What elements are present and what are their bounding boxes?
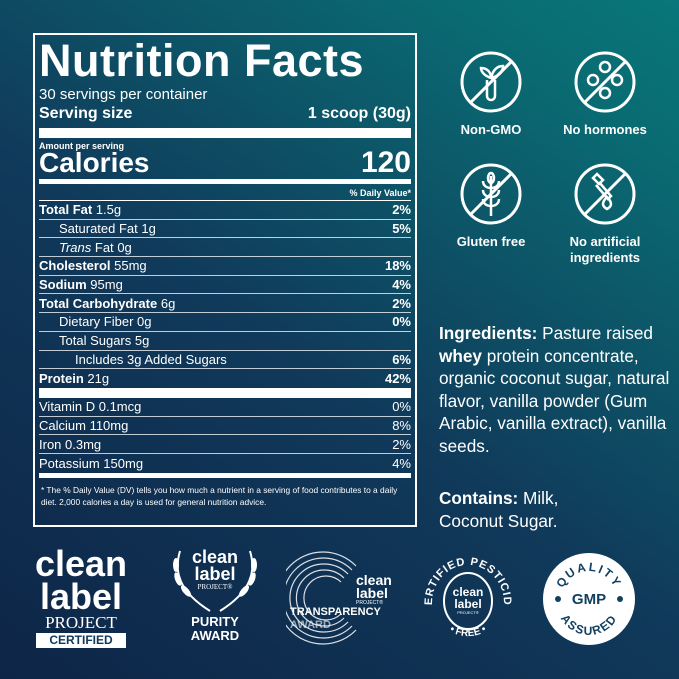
vitamin-row: Iron 0.3mg 2% (39, 435, 411, 454)
nutrient-row: Total Sugars 5g (39, 332, 411, 351)
nutrient-row: Cholesterol 55mg 18% (39, 257, 411, 276)
clean-label-certified-badge: clean label PROJECT CERTIFIED (34, 543, 128, 648)
contains: Contains: Milk, Coconut Sugar. (439, 488, 559, 531)
no-gmo-icon (460, 51, 522, 113)
ingredients: Ingredients: Pasture raised whey protein… (439, 323, 670, 456)
c-ring-icon (286, 551, 357, 645)
transparency-award-badge: clean label PROJECT® TRANSPARENCY AWARD (286, 548, 401, 648)
amount-per-serving: Amount per serving (39, 141, 125, 151)
pesticide-free-badge: CERTIFIED PESTICIDE• FREE • clean label … (414, 539, 518, 648)
calories: Calories 120 (39, 148, 411, 178)
vitamin-row: Potassium 150mg 4% (39, 455, 411, 471)
thick-divider (39, 128, 411, 138)
calories-label: Calories (39, 147, 150, 178)
label-title: Nutrition Facts (39, 35, 365, 86)
nutrient-row: Trans Fat 0g (39, 238, 411, 258)
medium-divider (39, 472, 411, 478)
servings-per-container: 30 servings per container (39, 86, 208, 103)
claim-label: No artificial ingredients (569, 234, 641, 265)
claim-label: Gluten free (456, 234, 526, 249)
svg-text:QUALITY: QUALITY (553, 560, 624, 590)
no-artificial-icon (574, 163, 636, 225)
nutrient-row: Sodium 95mg 4% (39, 276, 411, 295)
nutrient-row: Total Carbohydrate 6g 2% (39, 294, 411, 314)
serving-size-label: Serving size (39, 105, 133, 122)
laurel-wreath-icon (173, 550, 257, 612)
no-hormones-icon (574, 51, 636, 113)
pesticide-ring-icon: CERTIFIED PESTICIDE• FREE • (414, 539, 513, 640)
gmp-quality-badge: QUALITY ASSURED GMP (543, 553, 635, 645)
gluten-free-icon (460, 163, 522, 225)
calories-value: 120 (360, 146, 411, 179)
footnote: * The % Daily Value (DV) tells you how m… (41, 484, 398, 507)
vitamin-row: Vitamin D 0.1mcg 0% (39, 398, 411, 417)
claim-no-artificial: No artificial ingredients (550, 162, 660, 266)
serving-size-value: 1 scoop (30g) (307, 105, 411, 122)
nutrient-row: Dietary Fiber 0g 0% (39, 313, 411, 332)
serving-size: Serving size 1 scoop (30g) (39, 104, 411, 124)
svg-text:• FREE •: • FREE • (448, 624, 489, 640)
purity-award-badge: clean label PROJECT® PURITY AWARD (160, 545, 270, 645)
nutrient-row: Saturated Fat 1g 5% (39, 220, 411, 239)
claim-label: Non-GMO (460, 122, 522, 137)
nutrient-row: Includes 3g Added Sugars 6% (39, 351, 411, 370)
nutrient-row: Total Fat 1.5g 2% (39, 201, 411, 220)
daily-value-header: % Daily Value* (39, 184, 411, 201)
gmp-ring-text: QUALITY ASSURED (553, 560, 624, 638)
claim-gluten-free: Gluten free (436, 162, 546, 250)
claim-label: No hormones (563, 122, 647, 137)
medium-divider (39, 179, 411, 184)
claim-non-gmo: Non-GMO (436, 50, 546, 138)
nutrient-row: Protein 21g 42% (39, 371, 411, 387)
svg-text:ASSURED: ASSURED (558, 612, 620, 638)
claim-no-hormones: No hormones (550, 50, 660, 138)
thick-divider (39, 387, 411, 398)
nutrition-facts-label: Nutrition Facts 30 servings per containe… (33, 33, 417, 527)
vitamin-row: Calcium 110mg 8% (39, 417, 411, 436)
